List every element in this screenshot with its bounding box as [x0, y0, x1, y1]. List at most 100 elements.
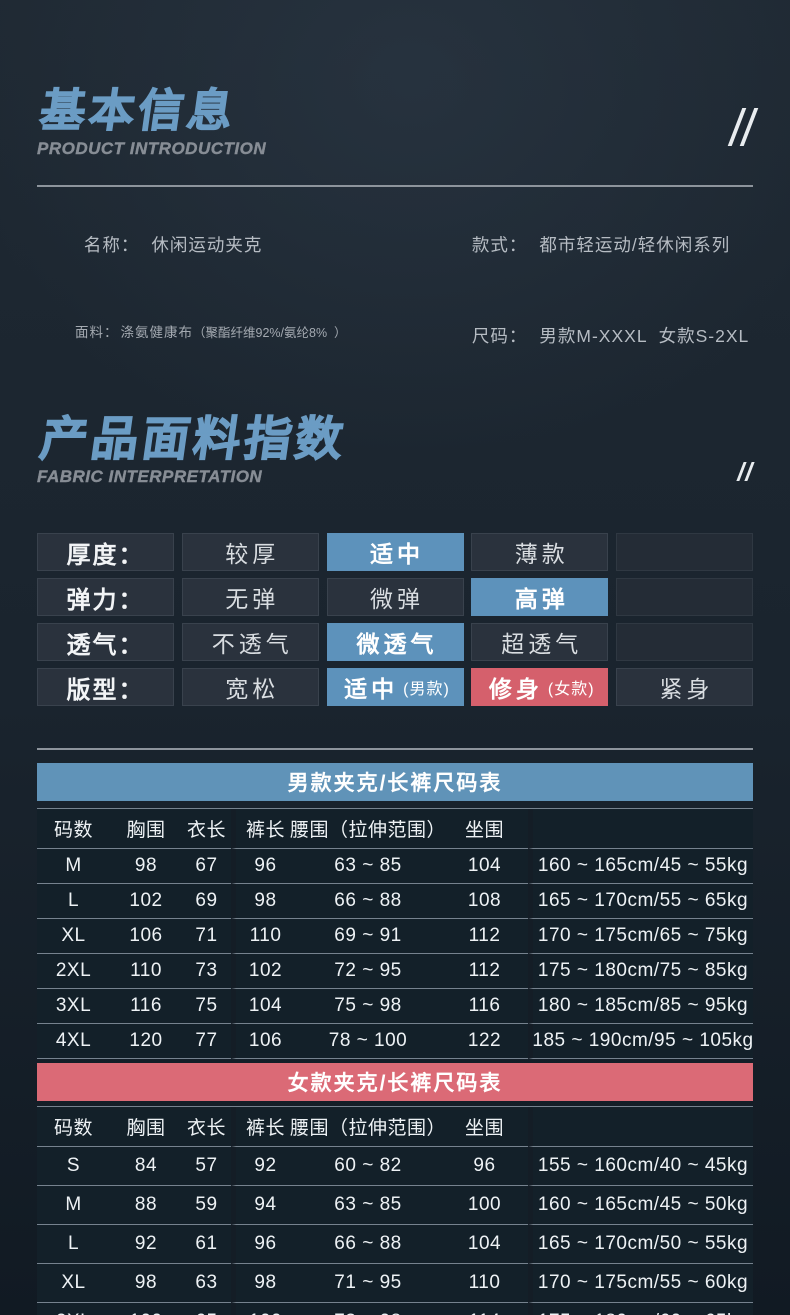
fabric-option-text: 不透气: [211, 631, 293, 658]
field-note: （聚酯纤维92%/氨纶8% ）: [193, 325, 347, 340]
size-column-header: 胸围: [110, 809, 182, 850]
fabric-option-cell: 适中: [326, 533, 464, 572]
size-cell: 63 ~ 85: [295, 1186, 441, 1226]
size-cell: 75: [182, 989, 231, 1025]
fabric-index-grid: 厚度： 较厚 适中 薄款 弹力： 无弹 微弹 高弹 透气： 不透气 微透气 超透气 版型： 宽松 适中 (男款…: [37, 533, 753, 707]
size-cell: 114: [441, 1303, 528, 1315]
size-cell: 66 ~ 88: [295, 1225, 441, 1265]
page-content: 基本信息 PRODUCT INTRODUCTION 名称： 休闲运动夹克 款式： 都…: [36, 0, 759, 1315]
field-value: 男款M-XXXL 女款S-2XL: [539, 325, 750, 346]
size-cell: 100: [231, 1303, 295, 1315]
women-size-table: 码数 胸围 衣长 裤长 腰围（拉伸范围） 坐围 S 84 57 92 60 ~ 82 96 155 ~ …: [37, 1106, 753, 1315]
field-name: 名称： 休闲运动夹克: [37, 211, 425, 278]
size-cell: 96: [231, 1225, 295, 1265]
size-cell: 106: [231, 1024, 295, 1060]
fabric-row-label: 透气：: [37, 623, 174, 662]
field-size-range: 尺码： 男款M-XXXL 女款S-2XL: [425, 302, 753, 369]
fabric-option-text: 微弹: [370, 586, 424, 613]
fabric-option-text: 宽松: [225, 676, 280, 703]
size-cell: 175 ~ 180cm/60 ~ 65kg: [528, 1303, 753, 1315]
size-cell: 98: [231, 1264, 295, 1304]
fabric-option-text: 微透气: [356, 631, 438, 658]
size-cell: 175 ~ 180cm/75 ~ 85kg: [528, 954, 753, 990]
field-fabric: 面料： 涤氨健康布（聚酯纤维92%/氨纶8% ）: [37, 306, 425, 356]
basic-info-header: 基本信息 PRODUCT INTRODUCTION: [36, 84, 759, 159]
size-cell: 69: [182, 884, 231, 920]
size-cell: 106: [110, 919, 182, 955]
size-cell: 110: [231, 919, 295, 955]
fabric-option-cell: 修身 (女款): [471, 668, 609, 707]
size-column-header: 坐围: [441, 1107, 528, 1148]
size-cell: 75 ~ 98: [295, 989, 441, 1025]
size-cell: 63: [182, 1264, 231, 1304]
size-cell: 71 ~ 95: [295, 1264, 441, 1304]
fabric-option-cell: 紧身: [616, 668, 753, 707]
size-cell: 122: [441, 1024, 528, 1060]
size-cell: 2XL: [37, 954, 110, 990]
size-cell: 100: [110, 1303, 182, 1315]
size-cell: 98: [110, 1264, 182, 1304]
size-column-header: 腰围（拉伸范围）: [290, 809, 446, 850]
size-cell: L: [37, 884, 110, 920]
field-label: 名称：: [83, 234, 140, 255]
fabric-option-cell: 适中 (男款): [326, 668, 464, 707]
size-cell: 69 ~ 91: [295, 919, 441, 955]
field-value: 都市轻运动/轻休闲系列: [539, 234, 731, 255]
size-column-header: 胸围: [110, 1107, 182, 1148]
size-cell: 78 ~ 100: [295, 1024, 441, 1060]
size-cell: M: [37, 1186, 110, 1226]
size-cell: 60 ~ 82: [295, 1147, 441, 1187]
size-cell: 160 ~ 165cm/45 ~ 50kg: [528, 1186, 753, 1226]
fabric-index-subtitle: FABRIC INTERPRETATION: [37, 467, 263, 487]
fabric-option-cell: 微弹: [326, 578, 464, 617]
fabric-option-cell: 不透气: [181, 623, 319, 662]
fabric-row-label: 厚度：: [37, 533, 174, 572]
women-size-table-banner: 女款夹克/长裤尺码表: [37, 1063, 753, 1102]
size-cell: 63 ~ 85: [295, 849, 441, 885]
size-cell: 112: [441, 919, 528, 955]
size-cell: 102: [231, 954, 295, 990]
fabric-option-text: 薄款: [514, 541, 569, 568]
size-cell: L: [37, 1225, 110, 1265]
men-size-table: 码数 胸围 衣长 裤长 腰围（拉伸范围） 坐围 M 98 67 96 63 ~ 85 104 160 ~…: [37, 808, 753, 1060]
size-cell: 160 ~ 165cm/45 ~ 55kg: [528, 849, 753, 885]
size-column-header: 腰围（拉伸范围）: [290, 1107, 446, 1148]
fabric-index-title: 产品面料指数: [36, 411, 351, 465]
size-cell: 110: [441, 1264, 528, 1304]
size-cell: 180 ~ 185cm/85 ~ 95kg: [528, 989, 753, 1025]
fabric-option-cell: 微透气: [326, 623, 464, 662]
fabric-option-cell: 超透气: [471, 623, 609, 662]
size-cell: 100: [441, 1186, 528, 1226]
fabric-option-suffix: (女款): [547, 681, 595, 699]
size-cell: 84: [110, 1147, 182, 1187]
fabric-option-suffix: (男款): [403, 681, 450, 699]
double-slash-icon: [736, 462, 755, 482]
field-value: 涤氨健康布: [120, 324, 194, 340]
fabric-row-label: 版型：: [37, 668, 174, 707]
size-cell: 96: [441, 1147, 528, 1187]
size-cell: XL: [37, 1264, 110, 1304]
basic-info-fields: 名称： 休闲运动夹克 款式： 都市轻运动/轻休闲系列 面料： 涤氨健康布（聚酯纤维92…: [37, 211, 753, 369]
size-cell: 116: [441, 989, 528, 1025]
size-cell: 104: [441, 1225, 528, 1265]
size-cell: 108: [441, 884, 528, 920]
size-column-header: 裤长: [231, 1107, 295, 1148]
fabric-option-cell: 高弹: [471, 578, 609, 617]
size-cell: 185 ~ 190cm/95 ~ 105kg: [528, 1024, 753, 1060]
size-cell: 92: [110, 1225, 182, 1265]
slash-icon: [744, 462, 755, 482]
size-cell: 73 ~ 98: [295, 1303, 441, 1315]
fabric-option-text: 紧身: [659, 676, 714, 703]
size-cell: 170 ~ 175cm/65 ~ 75kg: [528, 919, 753, 955]
size-cell: 4XL: [37, 1024, 110, 1060]
size-column-header: 码数: [37, 1107, 110, 1148]
size-cell: 66 ~ 88: [295, 884, 441, 920]
size-column-header: 衣长: [182, 1107, 231, 1148]
fabric-option-text: 高弹: [514, 586, 569, 613]
size-cell: 165 ~ 170cm/50 ~ 55kg: [528, 1225, 753, 1265]
fabric-option-cell: [616, 578, 753, 617]
size-cell: 165 ~ 170cm/55 ~ 65kg: [528, 884, 753, 920]
fabric-option-text: 修身: [488, 676, 543, 703]
size-cell: 67: [182, 849, 231, 885]
size-cell: 77: [182, 1024, 231, 1060]
